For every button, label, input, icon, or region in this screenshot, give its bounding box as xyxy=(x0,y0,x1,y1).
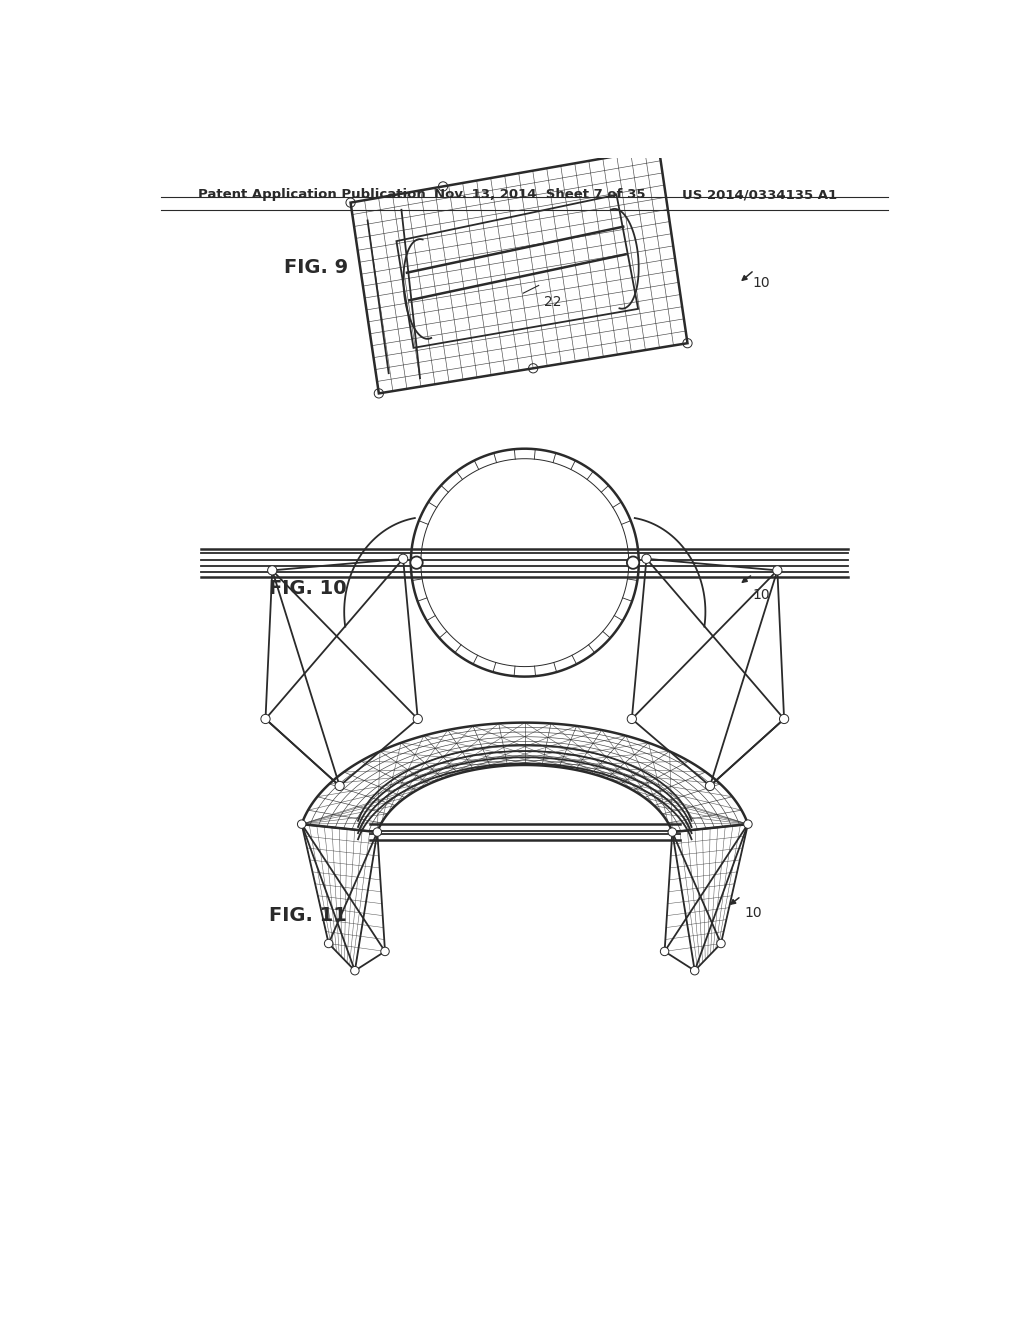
Circle shape xyxy=(325,940,333,948)
Circle shape xyxy=(297,820,306,829)
Text: 10: 10 xyxy=(744,906,762,920)
Circle shape xyxy=(628,714,637,723)
Circle shape xyxy=(350,966,359,975)
Text: Nov. 13, 2014  Sheet 7 of 35: Nov. 13, 2014 Sheet 7 of 35 xyxy=(434,189,645,202)
Circle shape xyxy=(706,781,715,791)
Circle shape xyxy=(413,714,422,723)
Circle shape xyxy=(660,948,669,956)
Circle shape xyxy=(398,554,408,564)
Text: 10: 10 xyxy=(753,276,770,290)
Circle shape xyxy=(642,554,651,564)
Text: FIG. 11: FIG. 11 xyxy=(268,906,346,925)
Circle shape xyxy=(411,557,423,569)
Text: 22: 22 xyxy=(544,294,561,309)
Circle shape xyxy=(717,940,725,948)
Text: FIG. 10: FIG. 10 xyxy=(268,579,346,598)
Circle shape xyxy=(267,566,276,576)
Text: Patent Application Publication: Patent Application Publication xyxy=(198,189,425,202)
Text: FIG. 9: FIG. 9 xyxy=(285,257,348,277)
Circle shape xyxy=(668,828,677,837)
Circle shape xyxy=(743,820,753,829)
Circle shape xyxy=(381,948,389,956)
Circle shape xyxy=(373,828,382,837)
Text: 10: 10 xyxy=(753,589,770,602)
Circle shape xyxy=(773,566,782,576)
Circle shape xyxy=(335,781,344,791)
Circle shape xyxy=(779,714,788,723)
Circle shape xyxy=(690,966,699,975)
Circle shape xyxy=(261,714,270,723)
Text: US 2014/0334135 A1: US 2014/0334135 A1 xyxy=(682,189,838,202)
Circle shape xyxy=(627,557,639,569)
